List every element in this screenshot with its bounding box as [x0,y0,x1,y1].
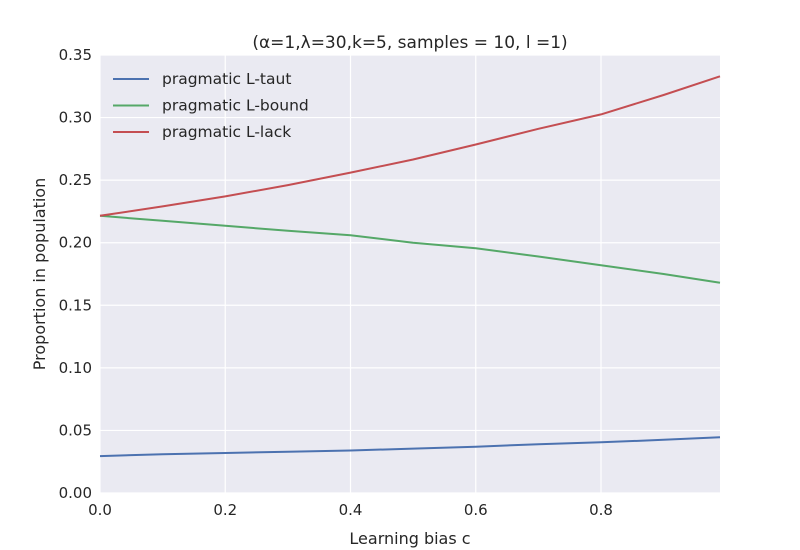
y-tick-labels: 0.00 0.05 0.10 0.15 0.20 0.25 0.30 0.35 [59,46,92,502]
x-tick-label: 0.4 [339,501,363,519]
y-tick-label: 0.15 [59,296,92,314]
x-axis-label: Learning bias c [349,529,470,548]
x-tick-label: 0.0 [88,501,112,519]
series-line-1 [99,214,721,284]
y-tick-label: 0.10 [59,359,92,377]
x-tick-label: 0.2 [213,501,237,519]
x-tick-label: 0.8 [589,501,613,519]
series-line-2 [99,75,721,217]
legend-label-0: pragmatic L-taut [162,70,291,88]
series-lines [99,75,721,458]
gridlines [99,54,720,494]
y-tick-label: 0.05 [59,421,92,439]
series-line-0 [99,436,721,458]
y-tick-label: 0.00 [59,484,92,502]
y-axis-label: Proportion in population [30,178,49,370]
plot-background [100,55,720,493]
chart-title: (α=1,λ=30,k=5, samples = 10, l =1) [252,33,567,53]
y-tick-label: 0.20 [59,234,92,252]
y-tick-label: 0.35 [59,46,92,64]
legend-label-1: pragmatic L-bound [162,97,309,115]
x-tick-labels: 0.0 0.2 0.4 0.6 0.8 [88,501,613,519]
legend-label-2: pragmatic L-lack [162,123,291,141]
y-tick-label: 0.25 [59,171,92,189]
y-tick-label: 0.30 [59,109,92,127]
x-tick-label: 0.6 [464,501,488,519]
legend: pragmatic L-taut pragmatic L-bound pragmat… [113,70,309,141]
